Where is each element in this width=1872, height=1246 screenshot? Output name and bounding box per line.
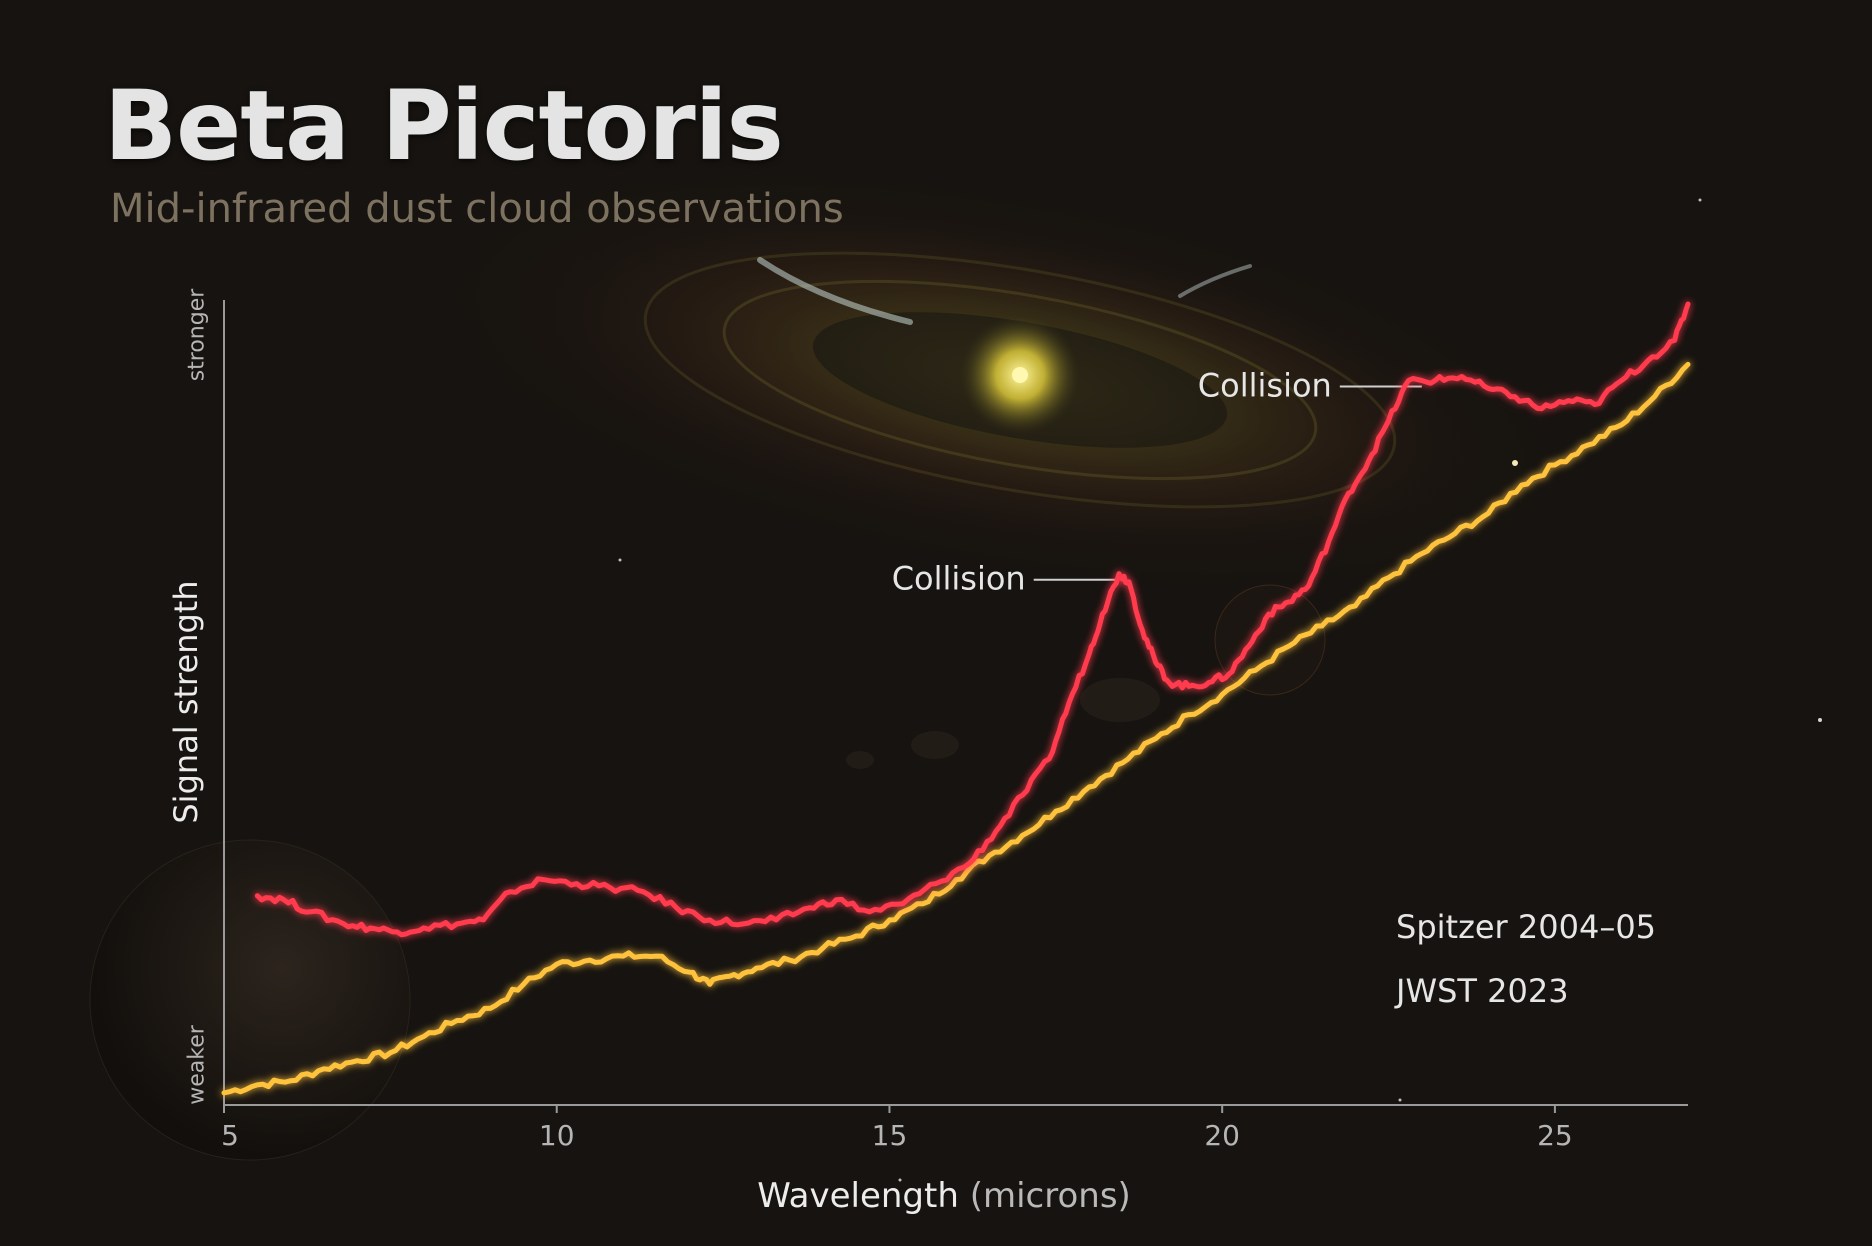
series-line-spitzer [254,301,1691,938]
annotation-collision-label: Collision [892,560,1026,598]
series-lines [221,301,1691,1096]
series-line-jwst [221,361,1691,1096]
x-tick-label: 10 [539,1119,575,1152]
x-axis-label-unit: (microns) [969,1176,1131,1216]
x-tick-label: 15 [872,1119,908,1152]
x-tick-label: 20 [1204,1119,1240,1152]
legend: Spitzer 2004–05 JWST 2023 [1287,908,1656,1010]
x-ticks: 5 10 15 20 25 [221,1105,1573,1152]
annotations: Collision Collision [892,367,1422,598]
x-axis-label-text: Wavelength [757,1176,959,1216]
x-tick-label: 25 [1537,1119,1573,1152]
page-title: Beta Pictoris [104,70,784,182]
x-tick-label: 5 [221,1119,239,1152]
page-subtitle: Mid-infrared dust cloud observations [110,186,844,232]
x-axis-label: Wavelength (microns) [757,1176,1131,1216]
annotation-collision-label: Collision [1198,367,1332,405]
legend-label: Spitzer 2004–05 [1396,908,1656,946]
legend-label: JWST 2023 [1394,972,1569,1010]
